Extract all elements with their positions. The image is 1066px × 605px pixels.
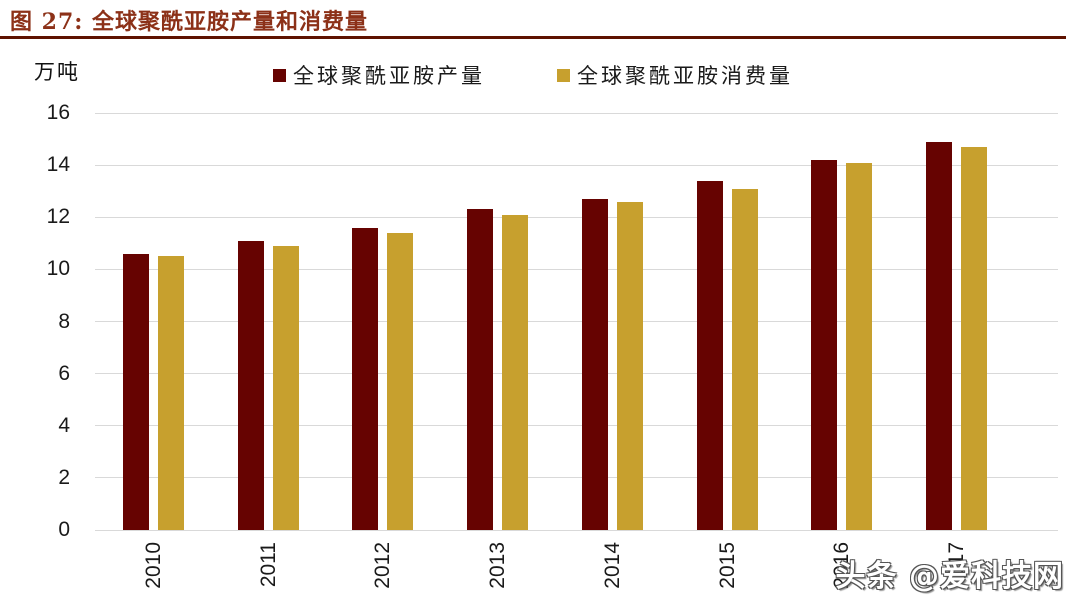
gridline-y-6 [95, 373, 1058, 375]
x-tick-label-2010: 2010 [141, 542, 165, 589]
legend-label: 全球聚酰亚胺产量 [293, 64, 485, 88]
title-underline-rule [0, 36, 1066, 39]
y-tick-label-10: 10 [46, 257, 70, 281]
chart-legend: 全球聚酰亚胺产量 全球聚酰亚胺消费量 [0, 60, 1066, 90]
y-axis-unit-label: 万吨 [34, 60, 80, 84]
bar-consumption-2015 [731, 188, 758, 530]
x-tick-label-2014: 2014 [600, 542, 624, 589]
gridline-y-0 [95, 529, 1058, 531]
x-tick-label-2015: 2015 [715, 542, 739, 589]
legend-item-1: 全球聚酰亚胺消费量 [557, 60, 793, 90]
gridline-y-16 [95, 112, 1058, 114]
y-tick-label-14: 14 [46, 153, 70, 177]
x-tick-label-2011: 2011 [256, 542, 280, 588]
gridline-y-14 [95, 164, 1058, 166]
y-tick-label-8: 8 [58, 309, 70, 333]
bar-consumption-2014 [616, 201, 643, 530]
bar-consumption-2010 [157, 256, 184, 530]
bar-consumption-2011 [272, 245, 299, 530]
y-tick-label-12: 12 [46, 205, 70, 229]
gridline-y-8 [95, 321, 1058, 322]
x-tick-label-2012: 2012 [371, 542, 395, 589]
legend-swatch-icon [273, 68, 286, 82]
figure-title: 图 27: 全球聚酰亚胺产量和消费量 [10, 9, 369, 35]
bar-production-2012 [352, 227, 379, 530]
gridline-y-2 [95, 477, 1058, 479]
bar-consumption-2013 [502, 214, 529, 530]
watermark-text: 头条 @爱科技网 [835, 559, 1064, 594]
y-tick-label-6: 6 [58, 361, 70, 385]
gridline-y-12 [95, 216, 1058, 218]
bar-production-2015 [696, 180, 723, 530]
y-tick-label-4: 4 [58, 413, 70, 437]
bar-consumption-2012 [387, 232, 414, 530]
x-tick-label-2013: 2013 [486, 542, 510, 589]
bar-production-2016 [811, 159, 838, 530]
bar-consumption-2017 [961, 146, 988, 530]
bar-production-2011 [237, 240, 264, 530]
legend-swatch-icon [557, 68, 570, 82]
y-tick-label-2: 2 [58, 465, 70, 489]
bar-production-2013 [467, 209, 494, 530]
y-tick-label-16: 16 [46, 101, 70, 124]
gridline-y-4 [95, 425, 1058, 427]
legend-label: 全球聚酰亚胺消费量 [577, 64, 793, 88]
bar-production-2014 [581, 199, 608, 530]
y-tick-label-0: 0 [58, 518, 70, 541]
bar-production-2017 [926, 141, 953, 530]
bar-production-2010 [122, 253, 149, 530]
legend-item-0: 全球聚酰亚胺产量 [273, 60, 485, 90]
bar-consumption-2016 [846, 162, 873, 530]
gridline-y-10 [95, 268, 1058, 270]
